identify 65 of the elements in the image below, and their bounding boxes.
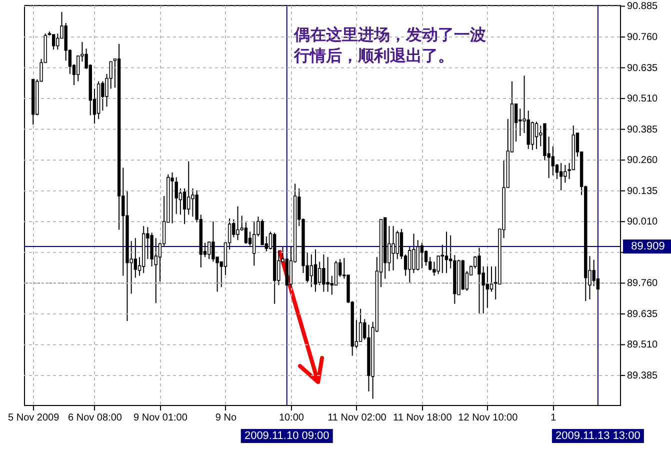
candlestick [412, 233, 416, 274]
x-tick-label: 1 [550, 412, 557, 424]
candlestick [440, 244, 444, 274]
candlestick [187, 160, 190, 216]
candlestick [322, 254, 326, 292]
candlestick [314, 248, 318, 292]
x-tick-label: 9 Nov 01:00 [134, 412, 188, 424]
y-tick-label: 90.260 [627, 155, 658, 166]
candlestick [564, 164, 567, 184]
candlestick [424, 250, 428, 266]
candlestick [260, 218, 264, 246]
candlestick [478, 247, 481, 314]
x-tick-label: 12 Nov 10:00 [458, 412, 518, 424]
candlestick [207, 242, 211, 260]
x-tick-label: 9 No [215, 412, 237, 424]
candlestick [252, 220, 256, 266]
y-tick-label: 90.385 [627, 124, 658, 136]
x-tick-label: 10:00 [278, 412, 304, 424]
candlestick [326, 256, 330, 292]
candlestick [551, 146, 555, 176]
y-tick-label: 89.760 [627, 278, 658, 290]
y-tick-label: 89.385 [627, 370, 658, 382]
candlestick [559, 162, 563, 191]
candlestick [154, 238, 158, 304]
candlestick [592, 259, 596, 287]
candlestick [150, 232, 154, 267]
ref-line-label: 89.909 [631, 240, 665, 252]
candlestick [318, 261, 322, 286]
x-tick-label: 6 Nov 08:00 [68, 412, 122, 424]
candlestick [416, 240, 420, 271]
candlestick [134, 238, 138, 278]
candlestick [444, 231, 448, 274]
y-tick-label: 89.510 [627, 340, 658, 351]
candlestick [101, 80, 104, 112]
y-tick-label: 90.010 [627, 216, 658, 228]
y-tick-label: 89.635 [627, 308, 658, 320]
candlestick [212, 220, 215, 262]
candlestick [534, 121, 538, 150]
x-tick-label: 2009.11.10 09:00 [244, 430, 330, 442]
y-tick-label: 90.885 [627, 1, 658, 12]
x-tick-label: 11 Nov 18:00 [393, 412, 452, 424]
candlestick [420, 242, 424, 269]
y-tick-label: 90.135 [627, 186, 658, 197]
y-tick-label: 90.510 [627, 94, 658, 105]
candlestick [486, 266, 490, 308]
candlestick [334, 260, 338, 286]
y-tick-label: 90.760 [627, 32, 658, 43]
candlestick [396, 230, 399, 260]
candlestick [170, 172, 174, 224]
candlestick [530, 121, 534, 150]
y-tick-label: 90.635 [627, 62, 658, 74]
candlestick [310, 254, 314, 288]
x-tick-label: 2009.11.13 13:00 [556, 430, 640, 442]
candlestick [52, 34, 56, 50]
x-tick-label: 11 Nov 02:00 [328, 412, 387, 424]
candlestick [76, 55, 80, 82]
x-tick-label: 5 Nov 2009 [8, 412, 60, 424]
candlestick [490, 266, 494, 292]
candlestick [236, 206, 240, 241]
candlestick [392, 226, 395, 271]
candlestick [436, 256, 440, 275]
candlestick [244, 222, 248, 244]
candlestick [408, 246, 412, 283]
candlestick [182, 188, 186, 225]
candlestick [191, 188, 194, 218]
